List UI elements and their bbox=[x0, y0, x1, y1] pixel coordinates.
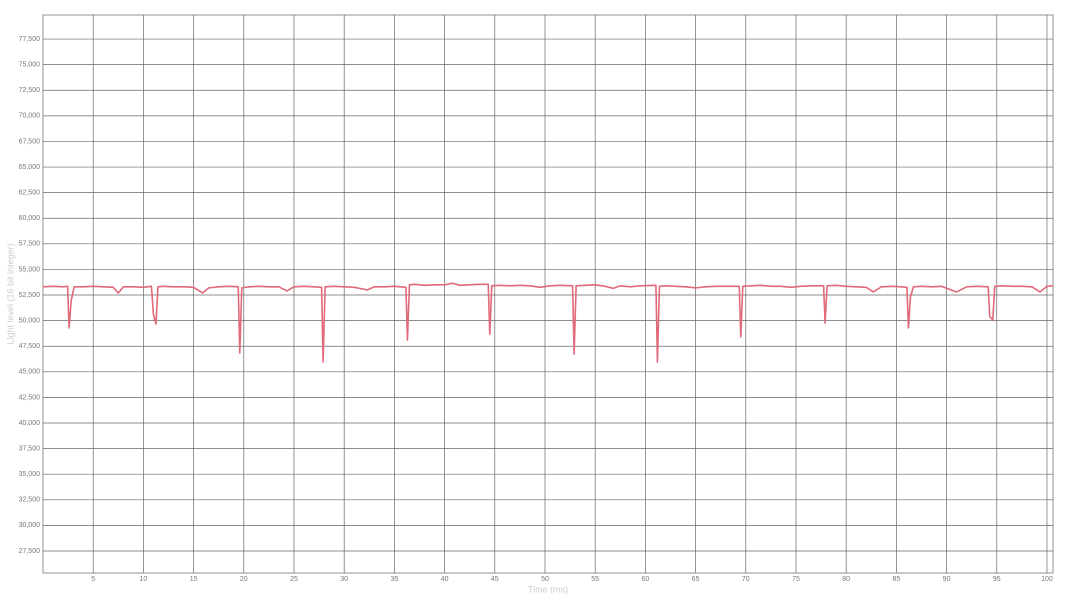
y-tick-label: 27,500 bbox=[19, 548, 41, 555]
y-tick-label: 70,000 bbox=[19, 113, 41, 120]
y-tick-label: 47,500 bbox=[19, 343, 41, 350]
x-axis-title: Time (ms) bbox=[528, 584, 568, 594]
y-tick-label: 72,500 bbox=[19, 87, 41, 94]
x-tick-label: 25 bbox=[290, 576, 298, 583]
x-tick-label: 30 bbox=[340, 576, 348, 583]
y-tick-label: 65,000 bbox=[19, 164, 41, 171]
x-tick-label: 50 bbox=[541, 576, 549, 583]
y-tick-label: 37,500 bbox=[19, 445, 41, 452]
y-tick-label: 60,000 bbox=[19, 215, 41, 222]
x-tick-label: 80 bbox=[842, 576, 850, 583]
y-tick-label: 50,000 bbox=[19, 317, 41, 324]
y-tick-label: 42,500 bbox=[19, 394, 41, 401]
x-tick-label: 60 bbox=[641, 576, 649, 583]
y-tick-label: 75,000 bbox=[19, 62, 41, 69]
y-tick-label: 52,500 bbox=[19, 292, 41, 299]
y-tick-label: 32,500 bbox=[19, 497, 41, 504]
y-tick-label: 45,000 bbox=[19, 369, 41, 376]
x-tick-label: 40 bbox=[441, 576, 449, 583]
x-tick-label: 15 bbox=[190, 576, 198, 583]
x-tick-label: 10 bbox=[139, 576, 147, 583]
x-tick-label: 5 bbox=[91, 576, 95, 583]
x-tick-label: 45 bbox=[491, 576, 499, 583]
y-tick-label: 55,000 bbox=[19, 266, 41, 273]
y-tick-label: 62,500 bbox=[19, 189, 41, 196]
y-tick-label: 77,500 bbox=[19, 36, 41, 43]
data-line bbox=[42, 282, 1054, 363]
y-tick-label: 35,000 bbox=[19, 471, 41, 478]
y-tick-label: 40,000 bbox=[19, 420, 41, 427]
x-tick-label: 35 bbox=[390, 576, 398, 583]
x-tick-label: 65 bbox=[692, 576, 700, 583]
x-tick-label: 70 bbox=[742, 576, 750, 583]
y-tick-label: 57,500 bbox=[19, 241, 41, 248]
y-axis-title: Light level (16 bit integer) bbox=[5, 243, 15, 344]
y-tick-label: 67,500 bbox=[19, 138, 41, 145]
y-tick-label: 30,000 bbox=[19, 522, 41, 529]
x-tick-label: 85 bbox=[892, 576, 900, 583]
x-tick-label: 100 bbox=[1041, 576, 1053, 583]
x-tick-label: 75 bbox=[792, 576, 800, 583]
x-tick-label: 55 bbox=[591, 576, 599, 583]
x-tick-label: 95 bbox=[993, 576, 1001, 583]
x-tick-label: 20 bbox=[240, 576, 248, 583]
x-tick-label: 90 bbox=[943, 576, 951, 583]
plot-area bbox=[42, 14, 1054, 574]
